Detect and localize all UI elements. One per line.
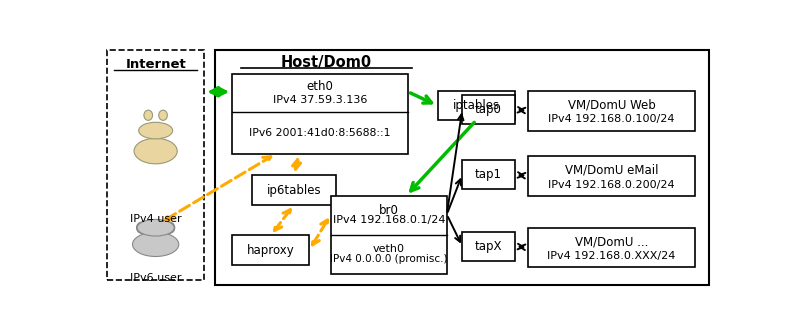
Ellipse shape — [132, 232, 179, 257]
FancyBboxPatch shape — [529, 156, 695, 196]
FancyBboxPatch shape — [107, 50, 205, 280]
Ellipse shape — [137, 219, 174, 236]
Text: VM/DomU eMail: VM/DomU eMail — [565, 164, 658, 177]
FancyBboxPatch shape — [252, 175, 336, 205]
Text: br0: br0 — [379, 204, 399, 217]
Ellipse shape — [144, 110, 153, 121]
FancyBboxPatch shape — [462, 160, 515, 189]
Text: haproxy: haproxy — [247, 244, 295, 257]
Text: IPv6 2001:41d0:8:5688::1: IPv6 2001:41d0:8:5688::1 — [249, 128, 391, 138]
Text: IPv4 user: IPv4 user — [130, 214, 181, 224]
Text: IPv4 192.168.0.100/24: IPv4 192.168.0.100/24 — [548, 115, 675, 124]
FancyBboxPatch shape — [331, 196, 447, 274]
Text: veth0: veth0 — [373, 244, 405, 254]
FancyBboxPatch shape — [450, 69, 703, 276]
Text: IPv6 user: IPv6 user — [130, 273, 181, 283]
Text: VM/DomU ...: VM/DomU ... — [575, 235, 648, 248]
FancyBboxPatch shape — [216, 50, 709, 285]
FancyBboxPatch shape — [462, 95, 515, 124]
Text: Internet: Internet — [125, 58, 186, 71]
FancyBboxPatch shape — [462, 232, 515, 261]
FancyBboxPatch shape — [232, 74, 408, 154]
Text: IPv4 192.168.0.XXX/24: IPv4 192.168.0.XXX/24 — [548, 251, 676, 261]
FancyBboxPatch shape — [529, 91, 695, 130]
Ellipse shape — [139, 122, 173, 139]
FancyBboxPatch shape — [232, 235, 309, 265]
Text: iptables: iptables — [453, 99, 500, 112]
Ellipse shape — [134, 138, 178, 164]
Ellipse shape — [158, 110, 167, 121]
FancyBboxPatch shape — [438, 91, 515, 121]
Text: IPv4 0.0.0.0 (promisc.): IPv4 0.0.0.0 (promisc.) — [330, 254, 447, 264]
Text: tap1: tap1 — [475, 168, 502, 181]
Text: ip6tables: ip6tables — [267, 184, 322, 197]
Text: IPv4 192.168.0.200/24: IPv4 192.168.0.200/24 — [548, 180, 675, 190]
Text: VM/DomU Web: VM/DomU Web — [568, 98, 655, 111]
FancyBboxPatch shape — [529, 228, 695, 267]
Text: Host/Dom0: Host/Dom0 — [281, 55, 372, 70]
Ellipse shape — [164, 222, 175, 233]
Text: tapX: tapX — [474, 240, 502, 253]
Text: IPv4 192.168.0.1/24: IPv4 192.168.0.1/24 — [333, 215, 445, 225]
Text: tap0: tap0 — [475, 103, 502, 116]
Text: IPv4 37.59.3.136: IPv4 37.59.3.136 — [273, 95, 367, 105]
Text: eth0: eth0 — [306, 80, 334, 94]
Ellipse shape — [137, 222, 147, 233]
